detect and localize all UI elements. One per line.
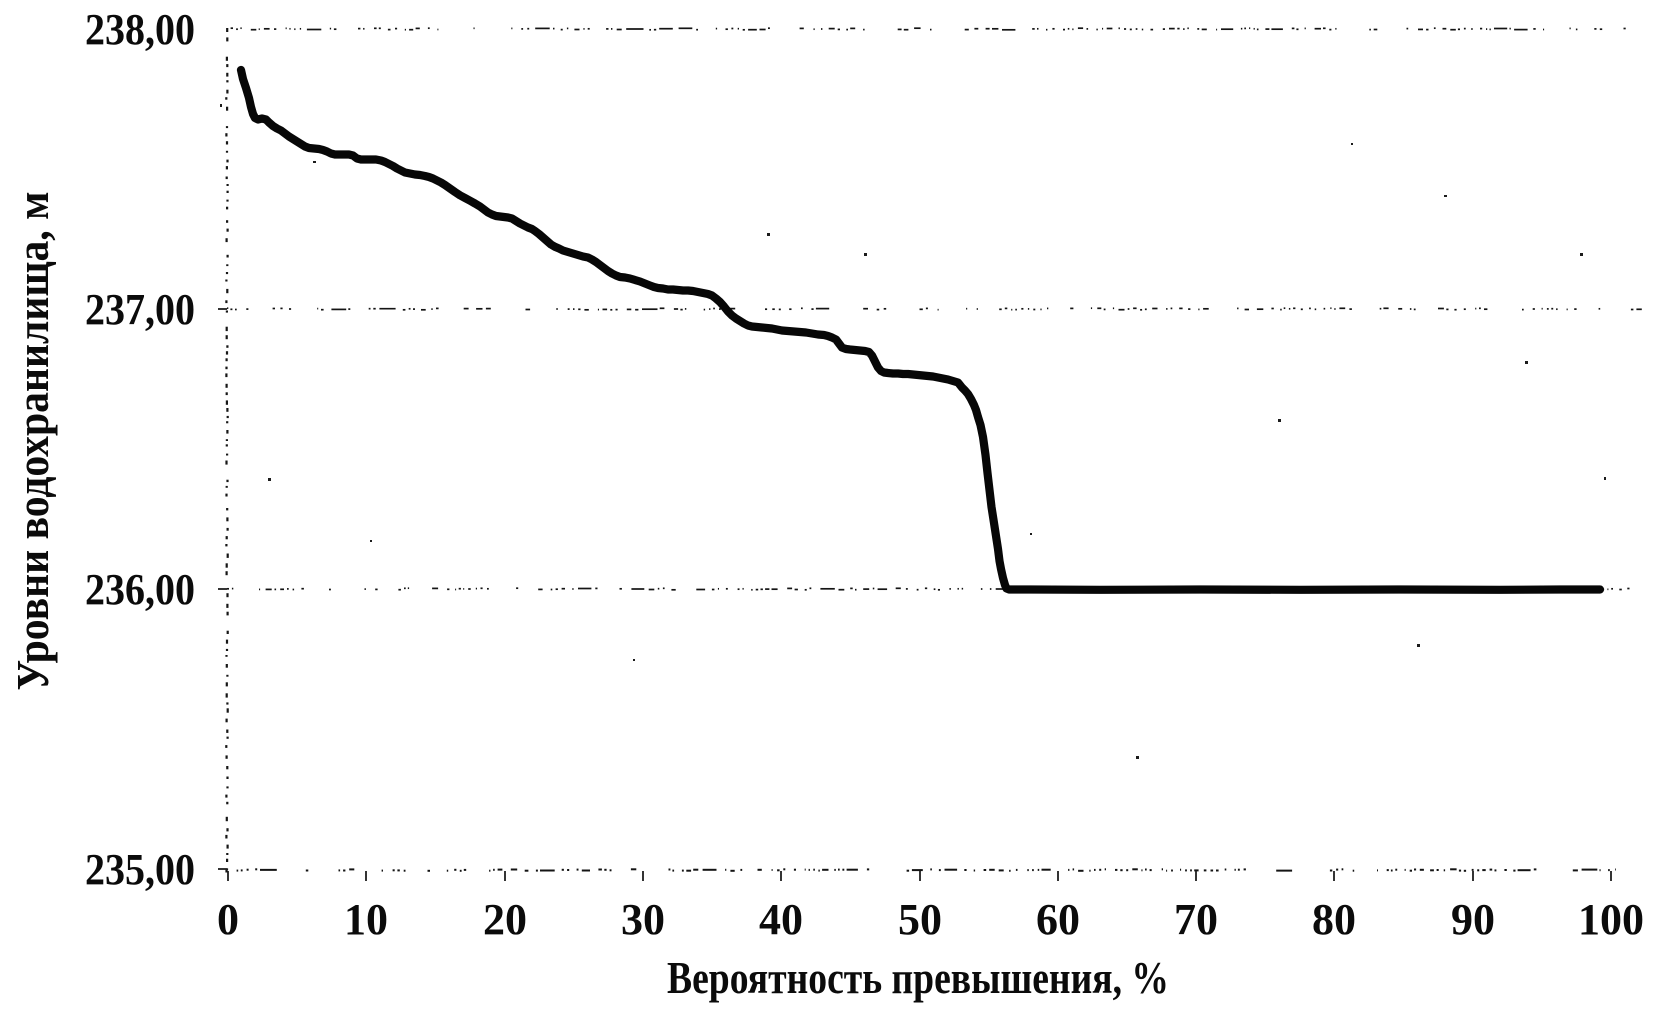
svg-text:80: 80 [1312,895,1356,944]
svg-text:0: 0 [217,895,239,944]
svg-text:Вероятность превышения, %: Вероятность превышения, % [667,952,1169,1003]
svg-text:30: 30 [621,895,665,944]
svg-text:237,00: 237,00 [85,285,195,334]
svg-text:10: 10 [344,895,388,944]
svg-text:60: 60 [1036,895,1080,944]
svg-text:235,00: 235,00 [85,845,195,894]
svg-text:40: 40 [759,895,803,944]
svg-text:100: 100 [1578,895,1644,944]
svg-text:238,00: 238,00 [85,5,195,54]
svg-text:90: 90 [1451,895,1495,944]
svg-text:70: 70 [1174,895,1218,944]
svg-text:236,00: 236,00 [85,565,195,614]
svg-text:50: 50 [898,895,942,944]
svg-text:Уровни водохранилища, м: Уровни водохранилища, м [7,192,58,691]
svg-text:20: 20 [483,895,527,944]
